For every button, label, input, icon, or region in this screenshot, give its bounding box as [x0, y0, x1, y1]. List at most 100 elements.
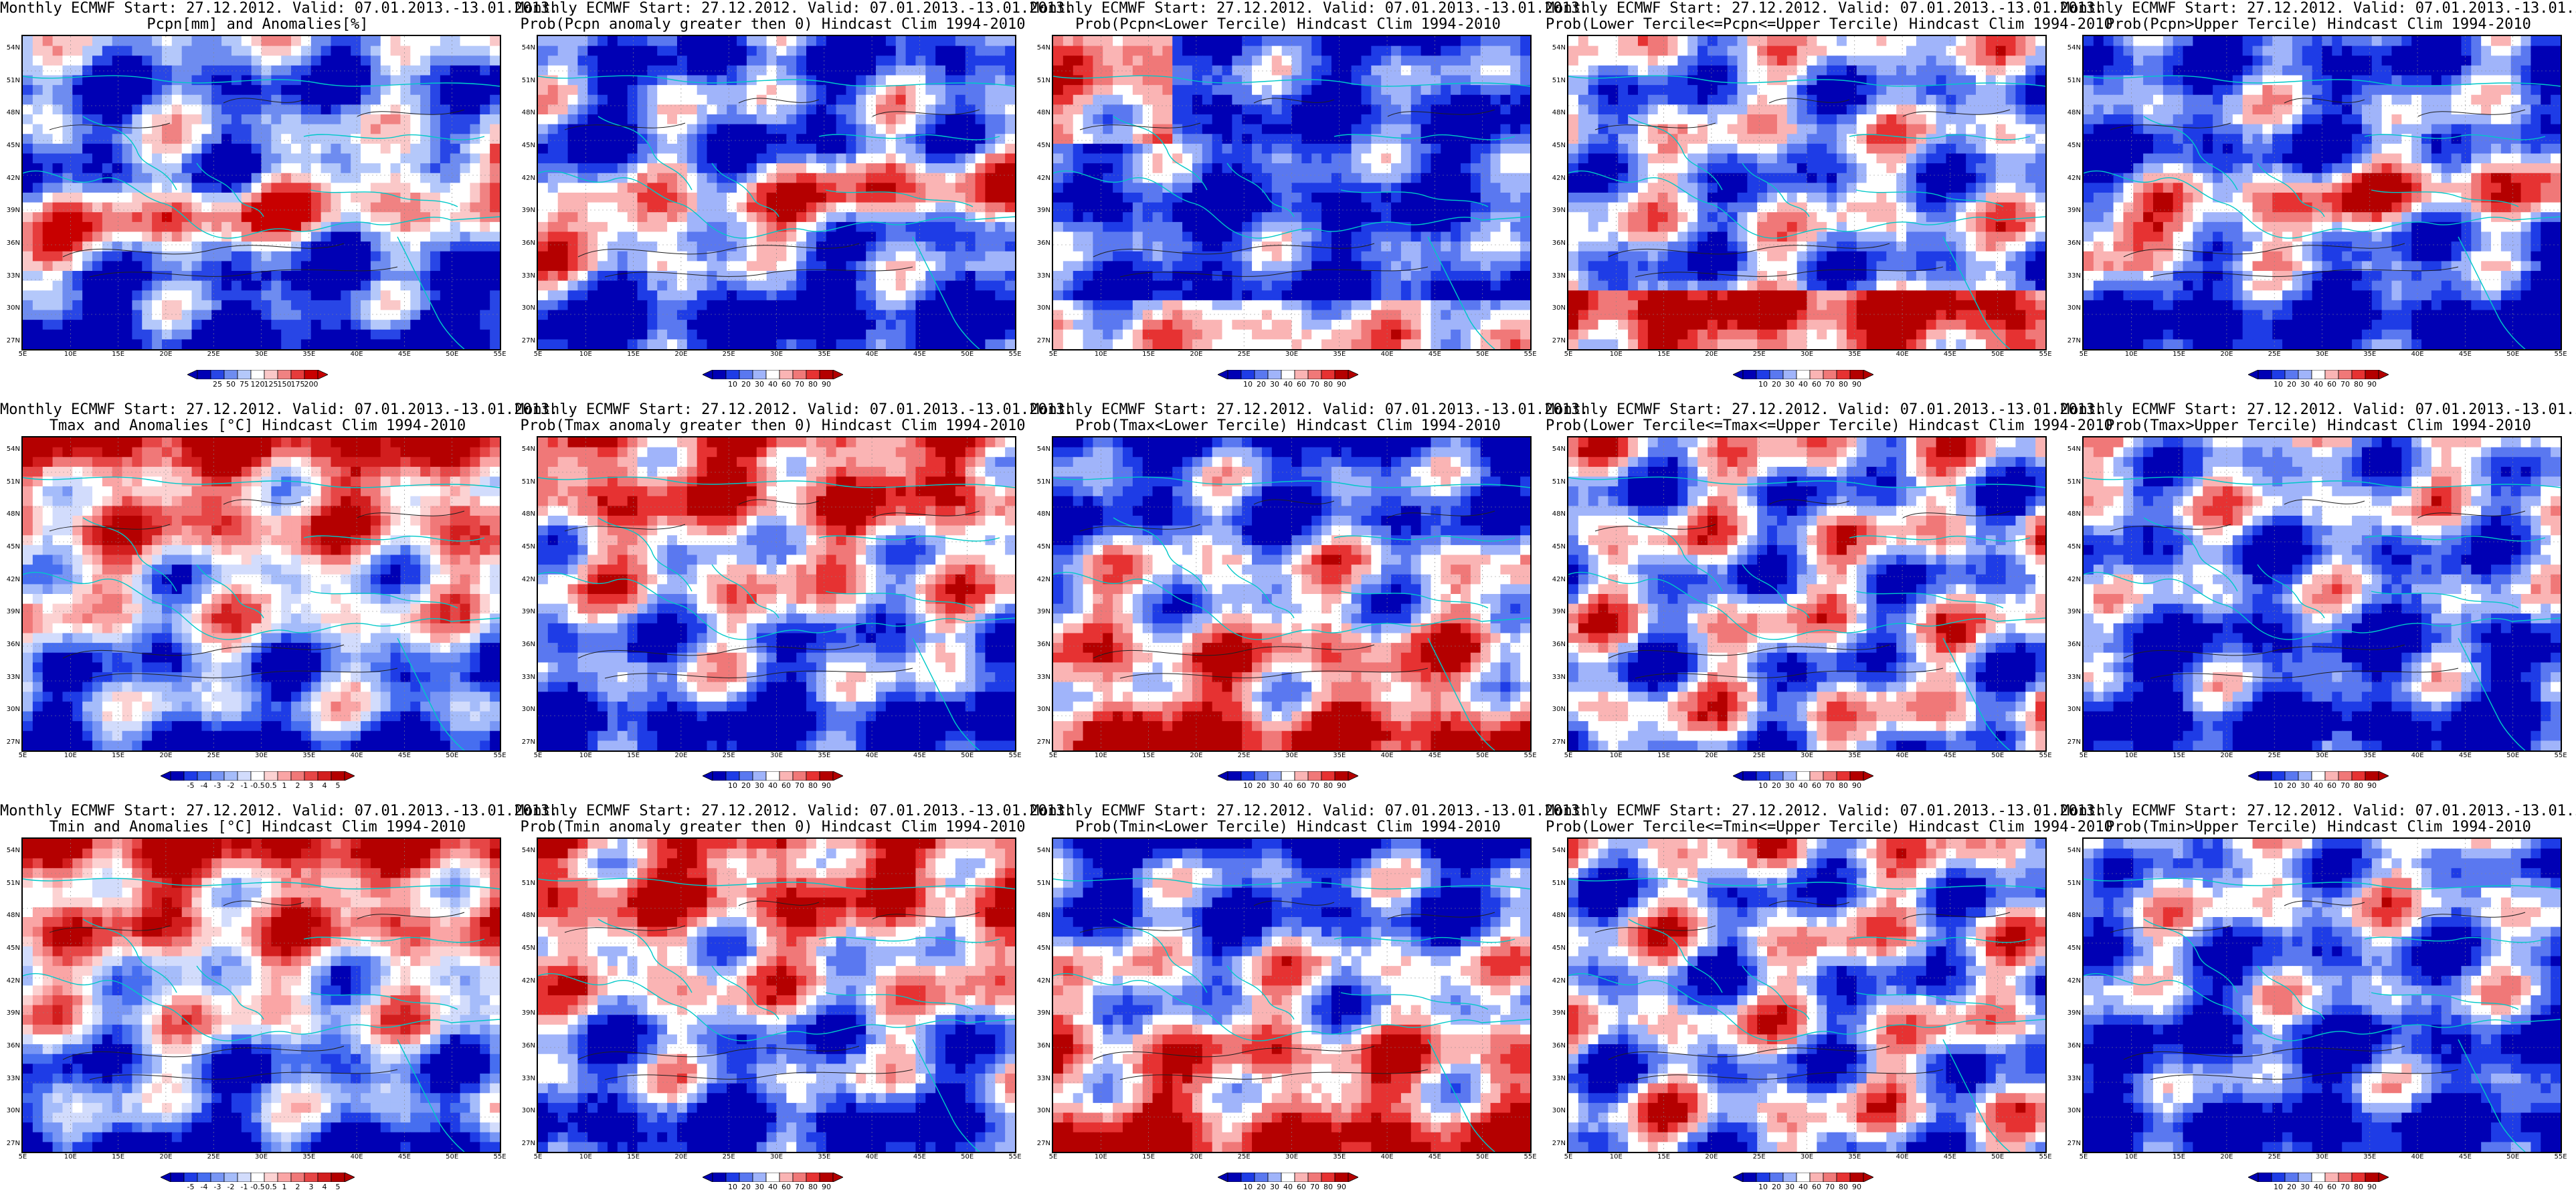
lat-tick-label: 33N — [1030, 1075, 1050, 1082]
colorbar-tick-label: 60 — [1812, 781, 1821, 790]
lat-tick-label: 48N — [1030, 109, 1050, 116]
lon-tick-label: 10E — [1095, 752, 1107, 759]
colorbar-tick-label: 30 — [2300, 380, 2310, 389]
lon-tick-label: 30E — [770, 1153, 783, 1161]
lat-tick-label: 36N — [1030, 641, 1050, 648]
anomaly-field — [23, 36, 500, 349]
panel-title-line2: Prob(Tmax>Upper Tercile) Hindcast Clim 1… — [2061, 417, 2576, 435]
colorbar-tick-label: 1 — [282, 781, 287, 790]
lat-tick-label: 33N — [1546, 674, 1566, 681]
colorbar — [702, 771, 844, 781]
lat-tick-label: 45N — [2061, 543, 2081, 550]
lat-tick-label: 27N — [0, 1140, 20, 1147]
lon-tick-label: 10E — [579, 1153, 592, 1161]
lat-tick-label: 36N — [0, 1042, 20, 1049]
lon-tick-label: 25E — [2268, 752, 2281, 759]
colorbar-tick-label: 30 — [1270, 781, 1279, 790]
anomaly-field — [23, 839, 500, 1152]
panel-title-line2: Tmin and Anomalies [°C] Hindcast Clim 19… — [0, 819, 515, 836]
colorbar-tick-label: 10 — [1243, 781, 1253, 790]
lat-tick-label: 42N — [0, 576, 20, 583]
colorbar-tick-label: 40 — [1283, 1183, 1293, 1191]
lon-tick-label: 5E — [1564, 350, 1573, 358]
lon-tick-label: 20E — [1190, 350, 1202, 358]
colorbar-tick-label: 70 — [1825, 781, 1835, 790]
lat-tick-label: 45N — [1030, 543, 1050, 550]
lat-tick-label: 51N — [0, 880, 20, 887]
map-frame — [21, 436, 501, 752]
lon-tick-label: 5E — [534, 350, 543, 358]
lat-tick-label: 48N — [1546, 912, 1566, 919]
lon-tick-label: 55E — [1008, 350, 1021, 358]
colorbar-tick-label: 20 — [1257, 781, 1266, 790]
lat-tick-label: 42N — [1030, 977, 1050, 985]
colorbar-tick-label: 80 — [808, 1183, 818, 1191]
lat-tick-label: 30N — [1546, 1107, 1566, 1114]
map-panel-tmax-4: Monthly ECMWF Start: 27.12.2012. Valid: … — [1546, 401, 2113, 803]
lon-tick-label: 15E — [627, 752, 640, 759]
lon-tick-label: 15E — [627, 350, 640, 358]
lat-tick-label: 33N — [2061, 674, 2081, 681]
lon-tick-label: 20E — [1190, 752, 1202, 759]
colorbar-tick-label: -4 — [201, 1183, 208, 1191]
panel-title-line1: Monthly ECMWF Start: 27.12.2012. Valid: … — [0, 803, 558, 820]
lat-tick-label: 33N — [1030, 272, 1050, 280]
lon-tick-label: 10E — [64, 350, 77, 358]
lat-tick-label: 42N — [1030, 175, 1050, 182]
lat-tick-label: 45N — [1030, 944, 1050, 952]
colorbar-tick-label: 40 — [2314, 380, 2323, 389]
colorbar — [160, 1172, 355, 1183]
lat-tick-label: 36N — [0, 641, 20, 648]
lat-tick-label: 27N — [0, 738, 20, 746]
lat-tick-label: 33N — [0, 674, 20, 681]
lon-tick-label: 35E — [818, 752, 830, 759]
map-frame — [1052, 837, 1532, 1153]
lat-tick-label: 54N — [1546, 847, 1566, 854]
lon-tick-label: 55E — [2039, 752, 2051, 759]
lon-tick-label: 40E — [351, 350, 363, 358]
colorbar-tick-label: 10 — [2274, 1183, 2283, 1191]
lon-tick-label: 15E — [627, 1153, 640, 1161]
colorbar-tick-label: 90 — [1852, 380, 1861, 389]
colorbar-tick-label: 30 — [1270, 380, 1279, 389]
lat-tick-label: 51N — [515, 478, 535, 486]
lon-tick-label: 35E — [1848, 1153, 1861, 1161]
lat-tick-label: 30N — [1030, 1107, 1050, 1114]
panel-title-line2: Tmax and Anomalies [°C] Hindcast Clim 19… — [0, 417, 515, 435]
map-frame — [1052, 35, 1532, 350]
lon-tick-label: 40E — [1381, 350, 1394, 358]
lon-tick-label: 45E — [398, 1153, 411, 1161]
lat-tick-label: 48N — [515, 510, 535, 518]
lat-tick-label: 39N — [1030, 1009, 1050, 1017]
lat-tick-label: 48N — [0, 510, 20, 518]
colorbar-tick-label: 30 — [1270, 1183, 1279, 1191]
colorbar-tick-label: 70 — [1310, 781, 1319, 790]
lon-tick-label: 40E — [2411, 350, 2424, 358]
lon-tick-label: 40E — [1381, 752, 1394, 759]
panel-title-line1: Monthly ECMWF Start: 27.12.2012. Valid: … — [1030, 803, 1588, 820]
lat-tick-label: 27N — [1546, 738, 1566, 746]
lat-tick-label: 45N — [515, 142, 535, 149]
map-frame — [1567, 436, 2047, 752]
colorbar-tick-label: 1 — [282, 1183, 287, 1191]
lon-tick-label: 5E — [1049, 1153, 1058, 1161]
colorbar-tick-label: 10 — [728, 380, 737, 389]
lat-tick-label: 51N — [0, 77, 20, 84]
colorbar-tick-label: 75 — [240, 380, 249, 389]
colorbar-tick-label: 80 — [1839, 781, 1848, 790]
map-panel-pcpn-5: Monthly ECMWF Start: 27.12.2012. Valid: … — [2061, 0, 2576, 401]
colorbar-tick-label: 20 — [1772, 781, 1781, 790]
lon-tick-label: 10E — [64, 752, 77, 759]
lat-tick-label: 30N — [515, 706, 535, 713]
anomaly-field — [1053, 839, 1530, 1152]
colorbar — [2247, 771, 2389, 781]
colorbar-tick-label: 40 — [768, 1183, 777, 1191]
lon-tick-label: 5E — [2080, 350, 2088, 358]
lat-tick-label: 51N — [1030, 77, 1050, 84]
anomaly-field — [1568, 36, 2045, 349]
lat-tick-label: 33N — [1546, 1075, 1566, 1082]
lon-tick-label: 50E — [2506, 350, 2519, 358]
lat-tick-label: 48N — [2061, 912, 2081, 919]
colorbar — [702, 369, 844, 380]
lon-tick-label: 25E — [723, 752, 735, 759]
